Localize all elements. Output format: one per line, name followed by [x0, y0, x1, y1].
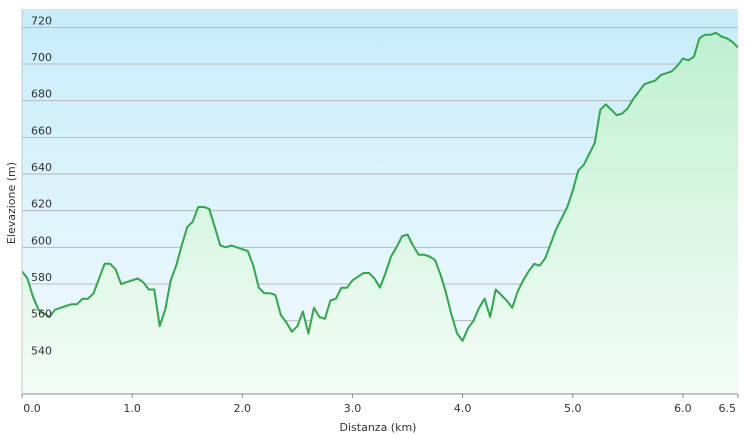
- y-tick-label: 540: [31, 344, 52, 357]
- x-tick-label: 6.5: [719, 402, 737, 415]
- x-tick-label: 2.0: [234, 402, 252, 415]
- y-tick-label: 560: [31, 308, 52, 321]
- y-tick-label: 640: [31, 161, 52, 174]
- y-tick-label: 720: [31, 14, 52, 27]
- y-tick-label: 680: [31, 88, 52, 101]
- x-axis-ticks: 0.0 1.0 2.0 3.0 4.0 5.0 6.0 6.5: [21, 394, 739, 415]
- elevation-line: [22, 31, 738, 342]
- y-tick-label: 660: [31, 124, 52, 137]
- x-tick-label: 5.0: [564, 402, 582, 415]
- y-axis-ticks: 540 560 580 600 620 640 660 680 700 720: [31, 14, 52, 357]
- x-tick-label: 1.0: [123, 402, 141, 415]
- y-tick-label: 600: [31, 234, 52, 247]
- y-tick-label: 580: [31, 271, 52, 284]
- x-tick-label: 0.0: [23, 402, 41, 415]
- x-tick-label: 3.0: [344, 402, 362, 415]
- x-tick-label: 4.0: [454, 402, 472, 415]
- y-tick-label: 700: [31, 51, 52, 64]
- y-tick-label: 620: [31, 198, 52, 211]
- y-axis-title: Elevazione (m): [5, 162, 18, 244]
- elevation-area-fill: [22, 32, 738, 394]
- x-tick-label: 6.0: [674, 402, 692, 415]
- x-axis-title: Distanza (km): [340, 421, 417, 434]
